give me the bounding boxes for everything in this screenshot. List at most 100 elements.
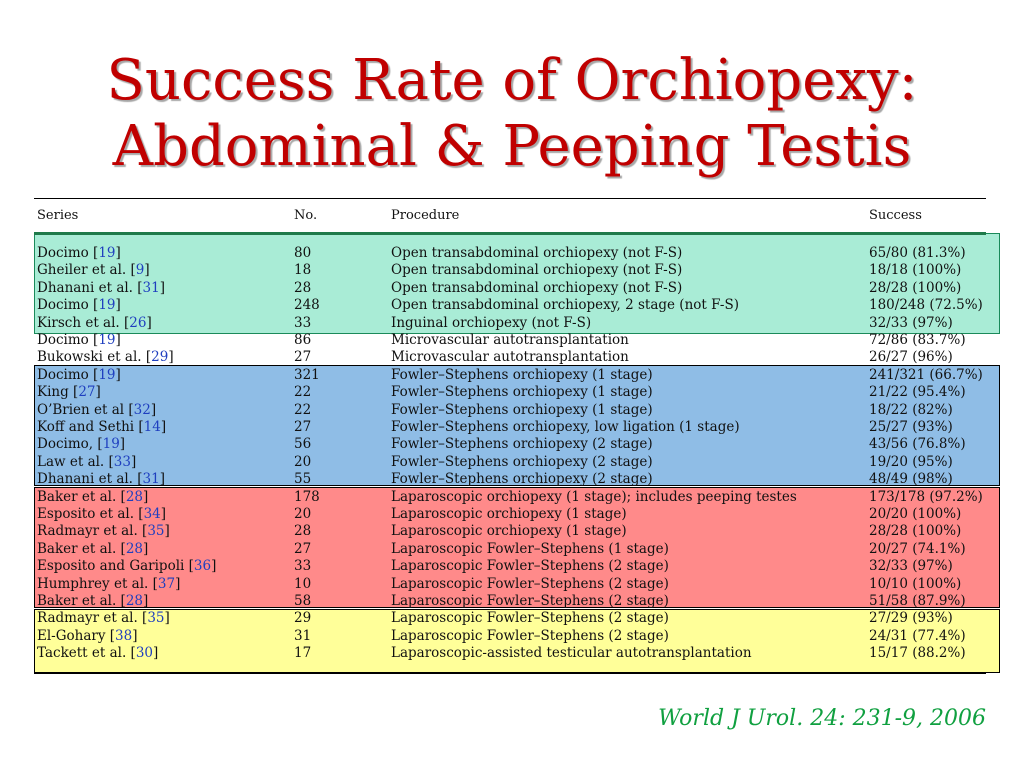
cell-success: 65/80 (81.3%): [869, 245, 966, 261]
series-name: El-Gohary [: [37, 627, 116, 644]
reference-number: 33: [113, 453, 131, 470]
cell-procedure: Laparoscopic Fowler–Stephens (2 stage): [391, 627, 669, 644]
reference-close: ]: [143, 540, 149, 557]
cell-procedure: Laparoscopic Fowler–Stephens (2 stage): [391, 610, 669, 627]
series-name: Kirsch et al. [: [37, 314, 130, 331]
cell-no: 17: [294, 645, 312, 662]
series-name: Esposito and Garipoli [: [37, 558, 194, 575]
reference-number: 30: [135, 645, 153, 662]
series-name: Bukowski et al. [: [37, 349, 152, 366]
reference-number: 28: [125, 488, 143, 505]
cell-no: 27: [294, 540, 312, 557]
table-bottom-rule: [34, 673, 986, 674]
cell-series: El-Gohary [38]: [37, 628, 138, 645]
cell-no: 248: [294, 297, 320, 314]
reference-number: 34: [143, 506, 161, 522]
table-row: Docimo [19] 86 Microvascular autotransplan…: [34, 332, 986, 349]
cell-series: Baker et al. [28]: [37, 593, 148, 610]
reference-close: ]: [146, 314, 152, 331]
table-row: Esposito et al. [34] 20 Laparoscopic orchi…: [34, 506, 986, 523]
cell-procedure: Laparoscopic orchiopexy (1 stage): [391, 506, 627, 522]
cell-procedure: Microvascular autotransplantation: [391, 349, 629, 366]
table-row: Radmayr et al. [35] 28 Laparoscopic orchio…: [34, 523, 986, 540]
cell-success: 15/17 (88.2%): [869, 645, 966, 662]
series-name: Docimo, [: [37, 436, 103, 453]
table-row: Koff and Sethi [14] 27 Fowler–Stephens orc…: [34, 419, 986, 436]
cell-no: 27: [294, 419, 312, 435]
cell-procedure: Laparoscopic-assisted testicular autotra…: [391, 645, 752, 662]
cell-no: 10: [294, 575, 312, 592]
series-name: Docimo [: [37, 332, 99, 348]
cell-success: 48/49 (98%): [869, 471, 953, 488]
cell-success: 72/86 (83.7%): [869, 332, 966, 348]
header-procedure: Procedure: [391, 208, 460, 223]
cell-series: King [27]: [37, 384, 101, 401]
series-name: Gheiler et al. [: [37, 262, 136, 279]
series-name: Humphrey et al. [: [37, 575, 158, 592]
reference-close: ]: [115, 332, 121, 348]
reference-number: 14: [143, 419, 161, 435]
table-row: Docimo [19] 248 Open transabdominal orchio…: [34, 297, 986, 314]
cell-series: Docimo, [19]: [37, 436, 125, 453]
cell-success: 180/248 (72.5%): [869, 297, 983, 314]
cell-success: 25/27 (93%): [869, 419, 953, 435]
reference-number: 27: [78, 384, 96, 401]
reference-close: ]: [168, 349, 174, 366]
cell-series: Humphrey et al. [37]: [37, 576, 180, 593]
cell-no: 31: [294, 627, 312, 644]
cell-success: 173/178 (97.2%): [869, 488, 983, 505]
reference-close: ]: [211, 558, 217, 575]
title-line-1: Success Rate of Orchiopexy:: [106, 48, 918, 113]
cell-no: 56: [294, 436, 312, 453]
cell-procedure: Fowler–Stephens orchiopexy (2 stage): [391, 471, 653, 488]
cell-series: Koff and Sethi [14]: [37, 419, 166, 436]
reference-number: 36: [193, 558, 212, 575]
cell-procedure: Microvascular autotransplantation: [391, 332, 629, 348]
band-open-orchiopexy: [34, 233, 1000, 334]
cell-no: 55: [294, 471, 312, 488]
reference-close: ]: [164, 523, 170, 540]
cell-no: 80: [294, 245, 312, 261]
band-fowler-stephens: [34, 365, 1000, 486]
cell-no: 20: [294, 506, 312, 522]
cell-no: 33: [294, 558, 312, 575]
table-row: Dhanani et al. [31] 55 Fowler–Stephens orc…: [34, 471, 986, 488]
reference-close: ]: [160, 419, 167, 435]
band-laparoscopic: [34, 487, 1000, 608]
series-name: Docimo [: [37, 297, 99, 314]
series-name: Baker et al. [: [37, 593, 126, 609]
series-name: Dhanani et al. [: [37, 279, 143, 296]
cell-no: 178: [294, 488, 320, 505]
table-row: Tackett et al. [30] 17 Laparoscopic-assist…: [34, 645, 986, 662]
cell-series: Tackett et al. [30]: [37, 645, 158, 662]
cell-series: Baker et al. [28]: [37, 541, 148, 558]
reference-close: ]: [132, 627, 138, 644]
cell-procedure: Laparoscopic orchiopexy (1 stage): [391, 523, 627, 540]
reference-close: ]: [153, 645, 159, 662]
cell-procedure: Fowler–Stephens orchiopexy, low ligation…: [391, 419, 740, 435]
table-row: Baker et al. [28] 27 Laparoscopic Fowler–S…: [34, 541, 986, 558]
cell-success: 20/20 (100%): [869, 506, 962, 522]
series-name: Esposito et al. [: [37, 506, 144, 522]
cell-success: 32/33 (97%): [869, 558, 953, 575]
reference-number: 19: [98, 366, 116, 383]
series-name: Koff and Sethi [: [37, 419, 144, 435]
reference-number: 28: [125, 540, 143, 557]
cell-success: 32/33 (97%): [869, 314, 953, 331]
series-name: Docimo [: [37, 245, 99, 261]
cell-success: 28/28 (100%): [869, 279, 962, 296]
cell-no: 20: [294, 453, 312, 470]
header-bottom-rule: [34, 232, 986, 235]
cell-no: 33: [294, 314, 312, 331]
reference-number: 35: [147, 523, 165, 540]
reference-number: 19: [102, 436, 120, 453]
reference-number: 9: [135, 262, 145, 279]
cell-series: Bukowski et al. [29]: [37, 349, 174, 366]
cell-no: 86: [294, 332, 312, 348]
header-success: Success: [869, 208, 922, 223]
cell-success: 18/22 (82%): [869, 401, 953, 418]
cell-series: Docimo [19]: [37, 332, 121, 349]
reference-close: ]: [95, 384, 101, 401]
cell-procedure: Fowler–Stephens orchiopexy (1 stage): [391, 401, 653, 418]
table-row: Baker et al. [28] 178 Laparoscopic orchiop…: [34, 489, 986, 506]
